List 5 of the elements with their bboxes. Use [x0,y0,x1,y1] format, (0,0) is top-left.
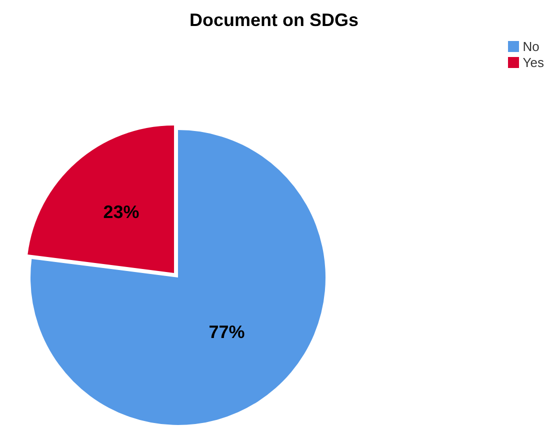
legend-label: No [522,38,540,54]
chart-title: Document on SDGs [188,10,360,31]
data-label: 23% [103,202,140,222]
legend-label: Yes [522,54,544,70]
data-label: 77% [208,322,245,342]
